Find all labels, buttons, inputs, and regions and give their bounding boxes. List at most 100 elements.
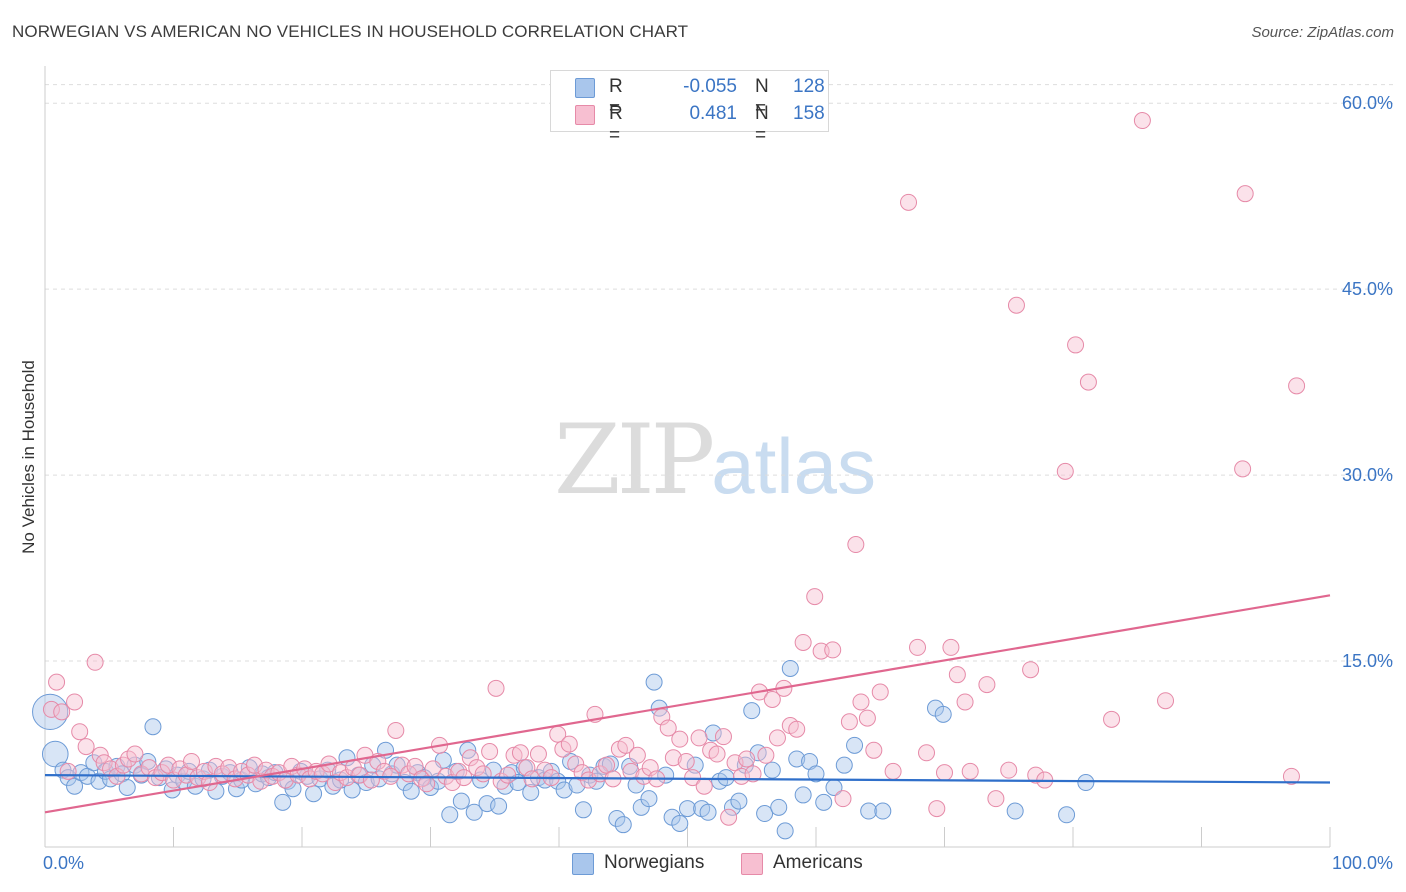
norwegians-point [150, 769, 168, 787]
norwegians-point [59, 769, 77, 787]
americans-point [1288, 377, 1306, 395]
americans-point [695, 777, 713, 795]
americans-point [1007, 296, 1025, 314]
americans-point [499, 766, 517, 784]
americans-point [1234, 460, 1252, 478]
legend-r-label: R = [609, 103, 623, 146]
americans-point [617, 736, 635, 754]
norwegians-point [1006, 802, 1024, 820]
bottom-legend-label: Americans [773, 852, 863, 873]
americans-point [635, 767, 653, 785]
americans-point [788, 720, 806, 738]
americans-point [86, 653, 104, 671]
americans-point [487, 679, 505, 697]
americans-points [42, 112, 1306, 826]
norwegians-point [614, 816, 632, 834]
americans-point [66, 693, 84, 711]
americans-point [708, 745, 726, 763]
legend-swatch-norwegians [575, 78, 595, 98]
norwegians-point [717, 769, 735, 787]
americans-point [978, 676, 996, 694]
norwegians-point [66, 777, 84, 795]
americans-point [900, 193, 918, 211]
americans-point [840, 713, 858, 731]
norwegians-point [542, 762, 560, 780]
americans-point [418, 775, 436, 793]
americans-point [598, 756, 616, 774]
americans-point [871, 683, 889, 701]
y-tick-label: 15.0% [1342, 651, 1393, 671]
norwegians-point [645, 673, 663, 691]
americans-point [1236, 185, 1254, 203]
source-label: Source: ZipAtlas.com [1251, 24, 1394, 41]
americans-point [413, 770, 431, 788]
norwegians-point [743, 702, 761, 720]
norwegians-point [934, 705, 952, 723]
americans-point [659, 719, 677, 737]
norwegians-point [32, 693, 69, 730]
americans-point [824, 641, 842, 659]
legend-swatch-americans [575, 105, 595, 125]
y-axis-label: No Vehicles in Household [19, 360, 38, 554]
bottom-legend-swatch-norwegians [572, 853, 594, 875]
americans-point [387, 721, 405, 739]
y-tick-label: 45.0% [1342, 279, 1393, 299]
americans-point [961, 762, 979, 780]
americans-point [1079, 373, 1097, 391]
americans-point [461, 749, 479, 767]
americans-point [95, 754, 113, 772]
norwegians-point [574, 801, 592, 819]
americans-point [1103, 710, 1121, 728]
norwegians-point [1077, 774, 1095, 792]
norwegians-point [490, 797, 508, 815]
americans-trend-line [44, 594, 1331, 814]
watermark-zip: ZIP [554, 404, 715, 516]
legend-n-label: N = [755, 76, 769, 119]
norwegians-point [835, 756, 853, 774]
x-tick-label: 0.0% [43, 853, 84, 873]
americans-point [738, 750, 756, 768]
norwegians-point [671, 814, 689, 832]
americans-point [714, 728, 732, 746]
americans-point [48, 673, 66, 691]
americans-point [768, 729, 786, 747]
americans-point [956, 693, 974, 711]
americans-point [1027, 766, 1045, 784]
americans-point [948, 666, 966, 684]
norwegians-point [274, 793, 292, 811]
norwegians-point [686, 756, 704, 774]
americans-point [918, 744, 936, 762]
americans-point [852, 693, 870, 711]
norwegians-point [144, 718, 162, 736]
norwegians-point [699, 803, 717, 821]
norwegians-point [815, 793, 833, 811]
americans-point [720, 808, 738, 826]
norwegians-point [640, 790, 658, 808]
americans-point [690, 729, 708, 747]
norwegians-point [679, 800, 696, 818]
trend-lines [44, 594, 1331, 814]
bottom-legend-swatch-americans [741, 853, 763, 875]
americans-point [664, 749, 682, 767]
bottom-legend-label: Norwegians [604, 852, 705, 873]
norwegians-point [794, 786, 812, 804]
y-tick-label: 30.0% [1342, 465, 1393, 485]
norwegians-point [396, 774, 414, 792]
norwegians-point [465, 803, 483, 821]
americans-point [757, 746, 775, 764]
norwegians-point [723, 798, 741, 816]
norwegians-point [846, 736, 864, 754]
norwegians-point [776, 822, 794, 840]
watermark-atlas: atlas [711, 422, 876, 510]
americans-point [677, 752, 695, 770]
americans-point [987, 790, 1005, 808]
americans-point [182, 752, 200, 770]
americans-point [1067, 336, 1085, 354]
chart-title: NORWEGIAN VS AMERICAN NO VEHICLES IN HOU… [12, 22, 689, 41]
norwegians-point [1058, 806, 1076, 824]
norwegians-point [770, 798, 788, 816]
legend-r-value: -0.055 [683, 76, 737, 97]
americans-point [884, 762, 902, 780]
americans-point [928, 800, 946, 818]
